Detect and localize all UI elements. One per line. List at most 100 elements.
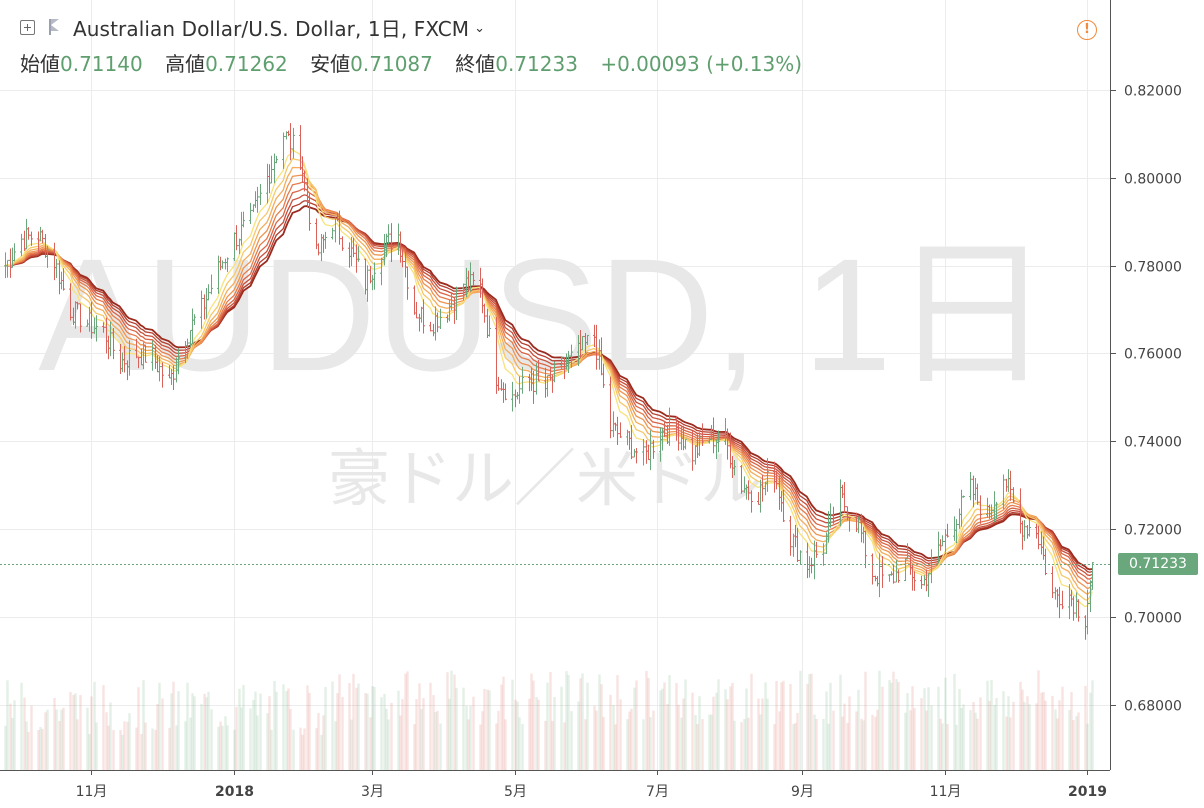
volume-bar bbox=[62, 707, 65, 770]
volume-bar bbox=[516, 701, 519, 770]
open-value: 0.71140 bbox=[60, 52, 143, 76]
volume-bar bbox=[743, 719, 746, 770]
y-tick-label: 0.76000 bbox=[1124, 347, 1182, 363]
volume-bar bbox=[764, 682, 767, 770]
volume-bar bbox=[584, 719, 587, 770]
volume-bar bbox=[37, 730, 40, 770]
volume-bar bbox=[528, 698, 531, 770]
exclamation-circle-icon[interactable]: ! bbox=[1077, 20, 1097, 40]
volume-bar bbox=[633, 687, 636, 770]
volume-bar bbox=[126, 721, 129, 770]
volume-bar bbox=[422, 698, 425, 770]
volume-bar bbox=[341, 696, 344, 770]
volume-bar bbox=[927, 687, 930, 770]
volume-bar bbox=[857, 689, 860, 770]
volume-bar bbox=[799, 670, 802, 770]
volume-bar bbox=[1072, 720, 1075, 770]
volume-bar bbox=[614, 724, 617, 770]
volume-bar bbox=[1042, 692, 1045, 770]
volume-bar bbox=[521, 723, 524, 770]
volume-bar bbox=[20, 682, 23, 770]
last-price-label: 0.71233 bbox=[1118, 553, 1198, 575]
volume-bar bbox=[696, 723, 699, 770]
volume-bar bbox=[109, 702, 112, 770]
volume-bar bbox=[684, 679, 687, 770]
volume-bar bbox=[822, 718, 825, 770]
volume-bar bbox=[773, 724, 776, 770]
volume-bar bbox=[729, 686, 732, 770]
volume-bar bbox=[479, 724, 482, 770]
volume-bar bbox=[448, 698, 451, 770]
ema-line bbox=[4, 205, 1093, 571]
volume-bar bbox=[30, 705, 33, 770]
chevron-down-icon[interactable]: ⌄ bbox=[474, 20, 486, 36]
volume-bar bbox=[600, 684, 603, 770]
volume-bar bbox=[256, 715, 259, 770]
flag-icon[interactable] bbox=[49, 19, 61, 35]
volume-bar bbox=[369, 717, 372, 770]
volume-bar bbox=[4, 725, 7, 770]
volume-bar bbox=[317, 713, 320, 770]
volume-bar bbox=[1084, 685, 1087, 770]
low-value: 0.71087 bbox=[350, 52, 433, 76]
time-axis[interactable]: 11月 2018 3月 5月 7月 9月 11月 2019 bbox=[76, 770, 1107, 800]
volume-bar bbox=[1019, 681, 1022, 770]
volume-bar bbox=[184, 721, 187, 770]
volume-bar bbox=[472, 696, 475, 770]
volume-bar bbox=[701, 719, 704, 770]
volume-bar bbox=[191, 693, 194, 770]
symbol-title[interactable]: Australian Dollar/U.S. Dollar, 1日, FXCM bbox=[73, 16, 470, 41]
volume-bar bbox=[878, 670, 881, 770]
volume-bar bbox=[511, 679, 514, 770]
volume-bar bbox=[740, 722, 743, 770]
volume-bar bbox=[731, 682, 734, 770]
volume-bar bbox=[815, 718, 818, 770]
volume-bar bbox=[439, 723, 442, 770]
volume-bar bbox=[680, 717, 683, 770]
volume-bar bbox=[923, 688, 926, 770]
volume-bar bbox=[462, 687, 465, 770]
volume-bar bbox=[616, 675, 619, 770]
volume-bar bbox=[495, 723, 498, 770]
volume-bar bbox=[888, 680, 891, 770]
volume-bar bbox=[666, 703, 669, 770]
volume-bar bbox=[481, 711, 484, 770]
volume-bar bbox=[579, 678, 582, 770]
volume-bar bbox=[177, 691, 180, 770]
volume-bar bbox=[659, 690, 662, 770]
volume-bar bbox=[1012, 701, 1015, 770]
volume-bar bbox=[76, 719, 79, 770]
volume-bar bbox=[387, 719, 390, 770]
volume-bar bbox=[733, 720, 736, 770]
volume-bar bbox=[778, 711, 781, 770]
volume-bar bbox=[385, 708, 388, 770]
price-axis[interactable]: 0.82000 0.80000 0.78000 0.76000 0.74000 0.720… bbox=[1110, 84, 1182, 715]
volume-bar bbox=[581, 673, 584, 770]
volume-bar bbox=[960, 708, 963, 770]
expand-icon[interactable] bbox=[20, 19, 35, 35]
volume-bar bbox=[864, 671, 867, 770]
volume-bar bbox=[23, 697, 26, 770]
y-tick-label: 0.68000 bbox=[1124, 699, 1182, 715]
volume-bar bbox=[273, 680, 276, 770]
volume-bar bbox=[911, 686, 914, 770]
volume-bar bbox=[6, 680, 9, 770]
volume-bar bbox=[544, 720, 547, 770]
volume-bar bbox=[469, 705, 472, 770]
x-tick-label: 3月 bbox=[361, 784, 384, 800]
volume-bar bbox=[972, 702, 975, 770]
volume-bar bbox=[546, 682, 549, 770]
close-value: 0.71233 bbox=[495, 52, 578, 76]
volume-bar bbox=[46, 709, 49, 770]
volume-bar bbox=[429, 682, 432, 770]
volume-bar bbox=[1002, 691, 1005, 770]
volume-bar bbox=[406, 671, 409, 770]
volume-bar bbox=[420, 709, 423, 770]
volume-bar bbox=[1035, 703, 1038, 770]
volume-bar bbox=[904, 712, 907, 770]
volume-bar bbox=[586, 682, 589, 770]
volume-bar bbox=[1051, 695, 1054, 770]
low-label: 安値 bbox=[310, 52, 351, 76]
volume-bar bbox=[551, 721, 554, 770]
